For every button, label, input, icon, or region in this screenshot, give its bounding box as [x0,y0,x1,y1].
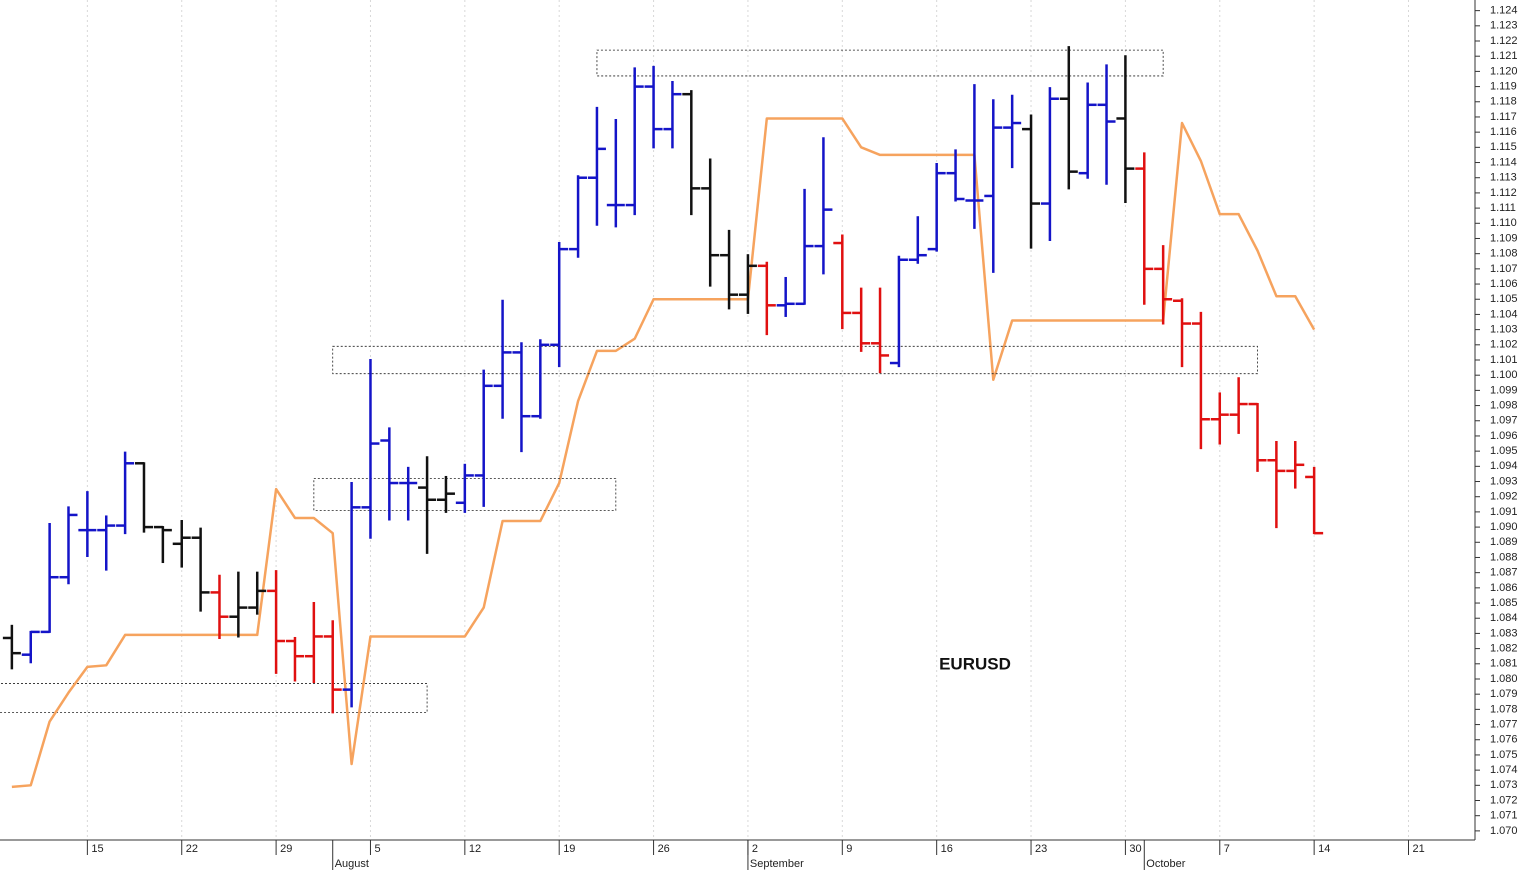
y-tick-label: 1.099 [1490,384,1518,396]
y-tick-label: 1.074 [1490,764,1518,776]
y-tick-label: 1.120 [1490,65,1518,77]
y-tick-label: 1.108 [1490,248,1518,260]
plot-area [0,46,1324,789]
y-tick-label: 1.080 [1490,673,1518,685]
y-tick-label: 1.079 [1490,688,1518,700]
y-tick-label: 1.090 [1490,521,1518,533]
y-tick-label: 1.073 [1490,779,1518,791]
x-tick-label: 29 [280,843,292,855]
symbol-label: EURUSD [939,654,1011,673]
x-tick-label: 16 [941,843,953,855]
y-tick-label: 1.111 [1490,202,1516,214]
x-tick-label: 23 [1035,843,1047,855]
y-tick-label: 1.104 [1490,308,1518,320]
y-tick-label: 1.109 [1490,232,1518,244]
y-tick-label: 1.087 [1490,567,1518,579]
y-tick-label: 1.076 [1490,734,1518,746]
y-tick-label: 1.121 [1490,50,1518,62]
x-tick-label: 12 [469,843,481,855]
y-tick-label: 1.110 [1490,217,1517,229]
y-tick-label: 1.123 [1490,20,1518,32]
y-tick-label: 1.084 [1490,612,1518,624]
x-tick-label: 5 [374,843,380,855]
y-tick-label: 1.072 [1490,794,1518,806]
y-tick-label: 1.077 [1490,718,1518,730]
month-label: August [335,858,369,870]
y-tick-label: 1.086 [1490,582,1518,594]
y-tick-label: 1.094 [1490,460,1518,472]
y-tick-label: 1.119 [1490,80,1517,92]
y-tick-label: 1.071 [1490,810,1518,822]
y-tick-label: 1.103 [1490,324,1518,336]
y-tick-label: 1.122 [1490,35,1518,47]
x-tick-label: 7 [1224,843,1230,855]
y-tick-label: 1.117 [1490,111,1517,123]
y-tick-label: 1.112 [1490,187,1517,199]
x-tick-label: 19 [563,843,575,855]
month-label: September [750,858,804,870]
y-tick-label: 1.107 [1490,263,1518,275]
y-tick-label: 1.095 [1490,445,1518,457]
y-tick-label: 1.106 [1490,278,1518,290]
y-tick-label: 1.083 [1490,627,1518,639]
x-tick-label: 14 [1318,843,1330,855]
y-tick-label: 1.116 [1490,126,1517,138]
y-tick-label: 1.092 [1490,491,1518,503]
y-tick-label: 1.105 [1490,293,1518,305]
x-tick-label: 26 [658,843,670,855]
x-tick-label: 22 [186,843,198,855]
price-zone [0,683,428,713]
y-tick-label: 1.124 [1490,5,1518,17]
y-tick-label: 1.113 [1490,172,1517,184]
trend-line [11,117,1316,789]
y-tick-label: 1.115 [1490,141,1517,153]
y-tick-label: 1.088 [1490,551,1518,563]
x-tick-label: 30 [1129,843,1141,855]
y-tick-label: 1.081 [1490,658,1518,670]
x-tick-label: 21 [1413,843,1425,855]
y-tick-label: 1.100 [1490,369,1518,381]
x-tick-label: 9 [846,843,852,855]
y-tick-label: 1.089 [1490,536,1518,548]
y-tick-label: 1.097 [1490,415,1518,427]
y-tick-label: 1.085 [1490,597,1518,609]
y-tick-label: 1.098 [1490,399,1518,411]
y-tick-label: 1.093 [1490,475,1518,487]
y-tick-label: 1.070 [1490,825,1518,837]
y-tick-label: 1.101 [1490,354,1518,366]
y-tick-label: 1.082 [1490,643,1518,655]
x-tick-label: 15 [91,843,103,855]
y-tick-label: 1.091 [1490,506,1518,518]
month-label: October [1146,858,1185,870]
y-tick-label: 1.118 [1490,96,1517,108]
y-tick-label: 1.075 [1490,749,1518,761]
y-tick-label: 1.096 [1490,430,1518,442]
y-tick-label: 1.114 [1490,156,1517,168]
y-tick-label: 1.078 [1490,703,1518,715]
x-tick-label: 2 [752,843,758,855]
y-tick-label: 1.102 [1490,339,1518,351]
